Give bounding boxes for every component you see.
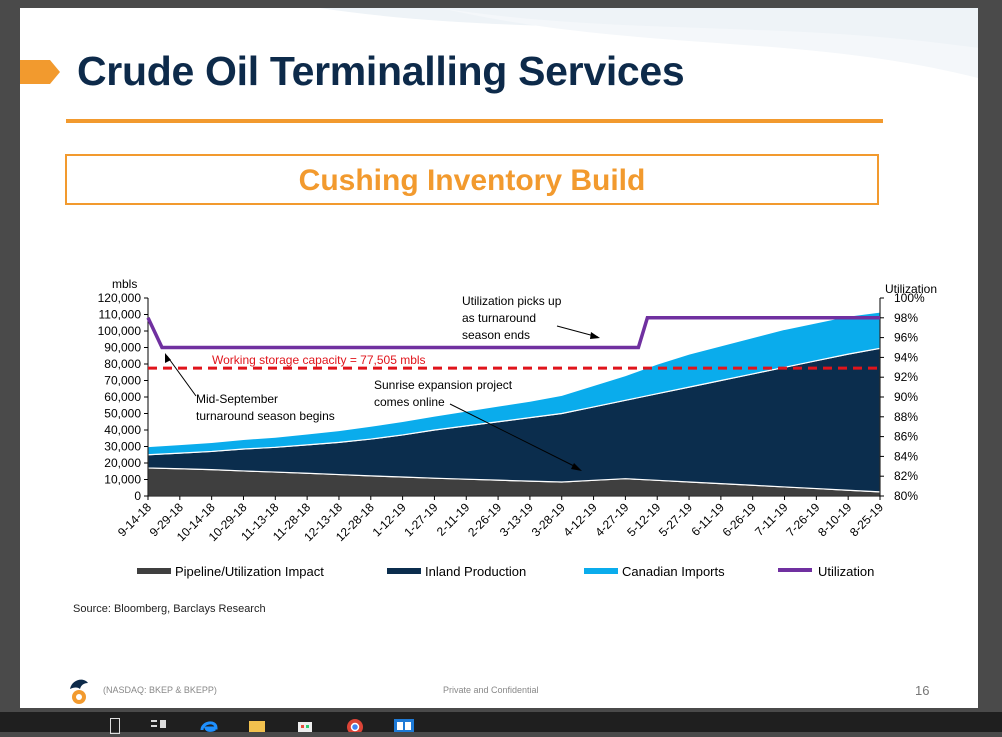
y-tick-label: 30,000 (104, 440, 141, 454)
chrome-icon[interactable] (346, 718, 364, 735)
background-swoosh (320, 8, 978, 78)
annotation-arrowhead-mid-september (165, 353, 171, 363)
taskbar (0, 712, 1002, 735)
x-tick-label: 8-10-19 (815, 500, 854, 539)
y2-tick-label: 88% (894, 410, 918, 424)
y2-tick-label: 100% (894, 291, 925, 305)
y2-tick-label: 90% (894, 390, 918, 404)
y-tick-label: 40,000 (104, 423, 141, 437)
source-note: Source: Bloomberg, Barclays Research (73, 603, 266, 615)
capacity-reference-label: Working storage capacity = 77,505 mbls (212, 353, 426, 367)
y-tick-label: 50,000 (104, 407, 141, 421)
y-tick-label: 100,000 (98, 324, 142, 338)
x-tick-label: 7-11-19 (752, 500, 791, 539)
slide: Crude Oil Terminalling Services Cushing … (20, 8, 978, 708)
y2-tick-label: 84% (894, 449, 918, 463)
y2-tick-label: 96% (894, 331, 918, 345)
y-tick-label: 0 (134, 489, 141, 503)
title-bullet-icon (20, 60, 60, 84)
y2-tick-label: 92% (894, 370, 918, 384)
x-tick-label: 1-27-19 (401, 500, 440, 539)
y-tick-label: 120,000 (98, 291, 142, 305)
annotation-arrow-mid-september (166, 355, 197, 397)
y-tick-label: 90,000 (104, 341, 141, 355)
annotation-utilization-picks-up: Utilization picks up as turnaround season … (462, 294, 562, 342)
legend-swatch (584, 568, 618, 574)
app-window-icon[interactable] (393, 718, 414, 732)
legend-label: Utilization (818, 564, 874, 579)
x-tick-label: 2-11-19 (434, 500, 473, 539)
annotation-arrowhead-sunrise (571, 463, 582, 471)
inventory-chart: 0 10,000 20,000 30,000 40,000 50,000 60,000 70,… (98, 277, 937, 579)
y-axis-label: mbls (112, 277, 137, 291)
y2-axis-label: Utilization (885, 282, 937, 296)
x-tick-label: 4-27-19 (592, 500, 631, 539)
y-tick-label: 110,000 (99, 308, 142, 322)
title-divider (66, 119, 883, 123)
footer-ticker: (NASDAQ: BKEP & BKEPP) (103, 685, 217, 695)
chart-subtitle: Cushing Inventory Build (298, 164, 646, 197)
legend-swatch (778, 568, 812, 572)
y-tick-label: 10,000 (104, 473, 141, 487)
legend-label: Pipeline/Utilization Impact (175, 564, 324, 579)
page-number: 16 (915, 683, 930, 698)
annotation-arrowhead-utilization (590, 332, 600, 339)
footer-confidential: Private and Confidential (443, 685, 539, 695)
store-icon[interactable] (296, 718, 314, 732)
legend-swatch (387, 568, 421, 574)
utilization-line (146, 316, 880, 350)
x-tick-label: 2-26-19 (465, 500, 504, 539)
x-tick-label: 6-26-19 (720, 500, 759, 539)
edge-browser-icon[interactable] (200, 718, 218, 732)
x-tick-label: 7-26-19 (783, 500, 822, 539)
x-tick-label: 6-11-19 (688, 500, 727, 539)
y2-tick-label: 80% (894, 489, 918, 503)
annotation-mid-september: Mid-September turnaround season begins (196, 392, 335, 423)
legend-label: Canadian Imports (622, 564, 725, 579)
y-tick-label: 20,000 (104, 456, 141, 470)
x-tick-label: 5-27-19 (656, 500, 695, 539)
y2-tick-label: 82% (894, 469, 918, 483)
file-explorer-icon[interactable] (248, 718, 266, 732)
y2-tick-label: 98% (894, 311, 918, 325)
task-view-icon[interactable] (150, 718, 168, 732)
x-tick-label: 9-14-18 (115, 500, 154, 539)
legend-swatch (137, 568, 171, 574)
x-tick-label: 5-12-19 (624, 500, 663, 539)
subtitle-box: Cushing Inventory Build (65, 154, 879, 205)
x-tick-label: 3-28-19 (529, 500, 568, 539)
y-tick-label: 70,000 (104, 374, 141, 388)
legend-label: Inland Production (425, 564, 526, 579)
x-tick-label: 1-12-19 (370, 500, 409, 539)
company-logo-icon (70, 679, 88, 704)
y-tick-label: 80,000 (104, 357, 141, 371)
x-tick-label: 4-12-19 (561, 500, 600, 539)
annotation-sunrise-expansion: Sunrise expansion project comes online (374, 378, 513, 409)
x-tick-label: 3-13-19 (497, 500, 536, 539)
annotation-arrow-sunrise (449, 403, 579, 469)
y-tick-label: 60,000 (104, 390, 141, 404)
x-tick-label: 8-25-19 (847, 500, 886, 539)
y2-tick-label: 86% (894, 430, 918, 444)
y2-tick-label: 94% (894, 350, 918, 364)
page-title: Crude Oil Terminalling Services (77, 48, 685, 94)
